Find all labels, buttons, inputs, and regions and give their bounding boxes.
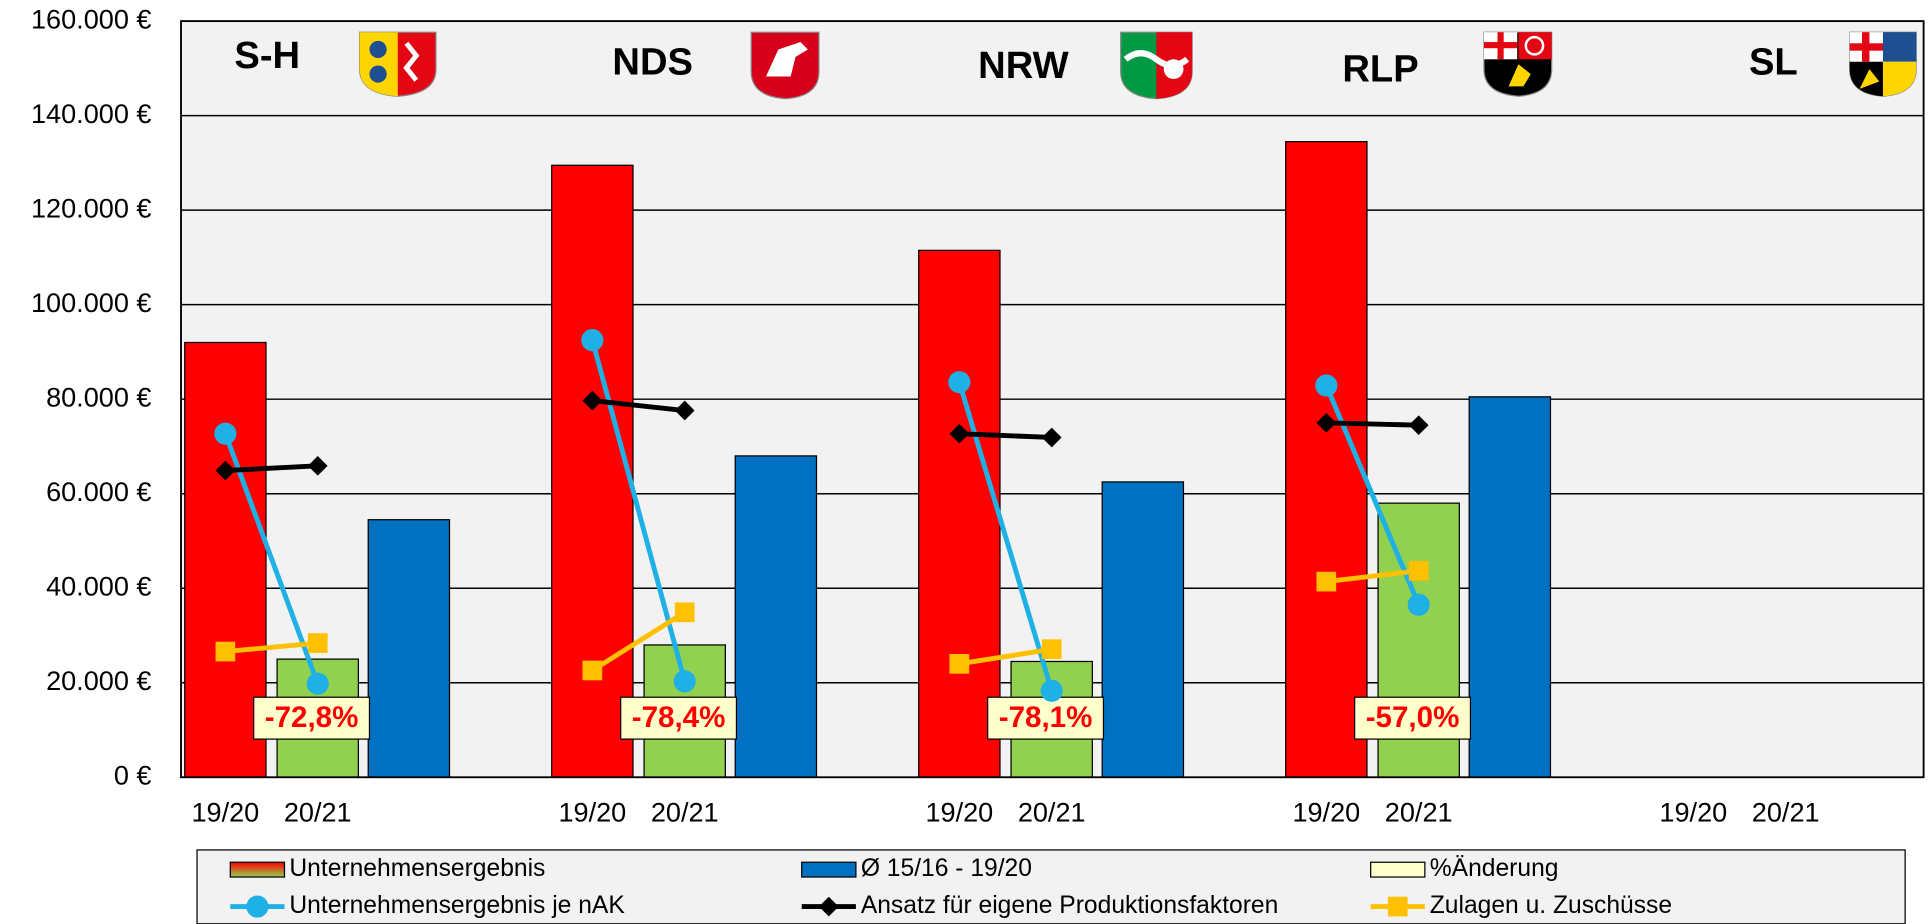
marker	[307, 633, 328, 653]
marker	[1408, 415, 1429, 436]
marker	[948, 371, 971, 394]
bar	[734, 455, 818, 778]
bar	[551, 164, 634, 778]
layer: -72,8% -78,4% -78,1% -57,0%	[181, 20, 1924, 779]
marker	[674, 602, 695, 623]
marker	[1408, 560, 1429, 581]
line	[225, 640, 318, 655]
y-tick-label: 40.000 €	[46, 570, 151, 601]
group-label: S-H	[234, 34, 300, 77]
marker	[949, 423, 970, 444]
value-label-box	[620, 696, 738, 740]
legend-label: %Änderung	[1430, 855, 1559, 882]
marker	[1315, 374, 1338, 397]
legend-label: Zulagen u. Zuschüsse	[1430, 892, 1672, 919]
legend-label: Ø 15/16 - 19/20	[861, 855, 1032, 882]
marker	[306, 672, 329, 695]
flag-sl	[1849, 31, 1917, 97]
bar	[1101, 481, 1185, 778]
legend-label: Unternehmensergebnis	[289, 855, 545, 882]
bar	[367, 519, 451, 778]
flag-nds	[750, 31, 820, 100]
marker	[581, 329, 604, 352]
x-tick-label: 20/21	[651, 796, 719, 827]
legend-label: Ansatz für eigene Produktionsfaktoren	[861, 892, 1279, 919]
marker	[673, 670, 696, 693]
bar	[1285, 141, 1368, 778]
marker	[582, 660, 603, 681]
flag-nrw	[1120, 31, 1193, 100]
legend-marker	[246, 895, 269, 918]
group-label: RLP	[1342, 48, 1418, 91]
y-tick-label: 100.000 €	[31, 287, 151, 318]
marker	[1040, 679, 1063, 702]
group-label: SL	[1749, 40, 1798, 83]
line	[959, 431, 1052, 440]
x-tick-label: 20/21	[1385, 796, 1453, 827]
legend-marker	[818, 896, 839, 917]
line	[592, 398, 685, 413]
value-label: -72,8%	[265, 701, 359, 734]
marker	[582, 390, 603, 411]
marker	[215, 641, 236, 662]
flag-rlp	[1483, 31, 1553, 97]
bar	[1468, 396, 1552, 778]
y-tick-label: 0 €	[114, 759, 152, 790]
y-tick-label: 140.000 €	[31, 98, 151, 129]
value-label: -78,4%	[632, 701, 726, 734]
y-tick-label: 20.000 €	[46, 665, 151, 696]
x-tick-label: 19/20	[925, 796, 993, 827]
x-tick-label: 20/21	[1018, 796, 1086, 827]
value-label-box	[253, 696, 371, 740]
flag-sh	[358, 31, 437, 97]
legend-box	[196, 849, 1906, 924]
legend-swatch	[1370, 861, 1426, 878]
y-tick-label: 120.000 €	[31, 192, 151, 223]
y-tick-label: 80.000 €	[46, 381, 151, 412]
legend-swatch	[801, 861, 857, 878]
legend-marker	[1387, 896, 1408, 917]
marker	[674, 400, 695, 421]
legend-swatch	[229, 861, 286, 878]
line	[1326, 568, 1419, 585]
marker	[1316, 571, 1337, 592]
x-tick-label: 19/20	[1292, 796, 1360, 827]
value-label: -78,1%	[999, 701, 1093, 734]
marker	[215, 460, 236, 481]
value-label-box	[987, 696, 1105, 740]
group-label: NDS	[612, 40, 693, 83]
x-tick-label: 20/21	[284, 796, 352, 827]
bar	[918, 249, 1001, 778]
marker	[949, 653, 970, 674]
marker	[307, 455, 328, 476]
x-tick-label: 20/21	[1752, 796, 1820, 827]
x-tick-label: 19/20	[191, 796, 259, 827]
value-label-box	[1354, 696, 1472, 740]
x-tick-label: 19/20	[558, 796, 626, 827]
x-tick-label: 19/20	[1659, 796, 1727, 827]
y-tick-label: 60.000 €	[46, 476, 151, 507]
y-tick-label: 160.000 €	[31, 3, 151, 34]
legend-label: Unternehmensergebnis je nAK	[289, 892, 625, 919]
value-label: -57,0%	[1366, 701, 1460, 734]
plot-border	[180, 20, 1925, 779]
bar	[184, 341, 267, 778]
marker	[1041, 639, 1062, 660]
line	[225, 463, 318, 474]
line	[1326, 420, 1419, 428]
marker	[1407, 593, 1430, 616]
group-label: NRW	[978, 44, 1068, 87]
marker	[214, 422, 237, 445]
line	[591, 610, 687, 673]
marker	[1316, 412, 1337, 433]
line	[958, 646, 1053, 667]
marker	[1041, 427, 1062, 448]
